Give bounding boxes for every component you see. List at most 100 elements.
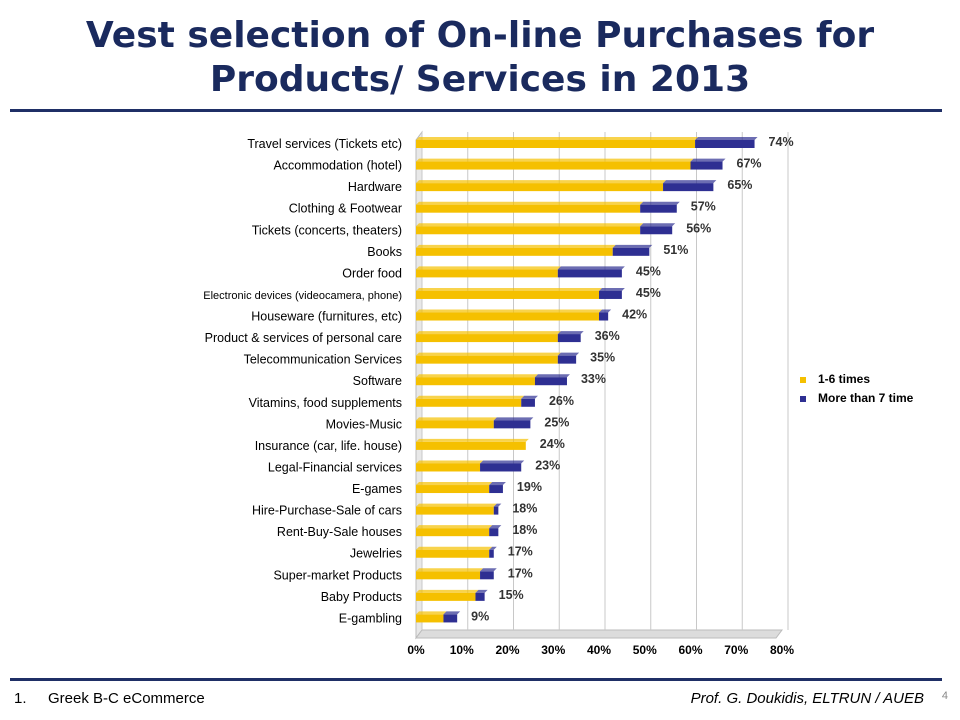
- bar-segment-more-than-7: [557, 334, 581, 343]
- bar-segment-more-than-7: [475, 592, 485, 601]
- bar-top-face: [416, 374, 538, 378]
- bar-top-face: [480, 460, 525, 464]
- bar-segment-more-than-7: [534, 377, 567, 386]
- category-label: Books: [367, 245, 402, 259]
- data-label: 45%: [636, 286, 661, 300]
- bar-top-face: [493, 503, 502, 507]
- bar-segment-more-than-7: [489, 549, 494, 558]
- category-label: Vitamins, food supplements: [249, 396, 402, 410]
- bar-top-face: [534, 374, 570, 378]
- data-label: 17%: [508, 545, 533, 559]
- data-label: 25%: [544, 415, 569, 429]
- title-line-2: Products/ Services in 2013: [209, 59, 751, 100]
- bar-top-face: [416, 244, 616, 248]
- bar-segment-more-than-7: [640, 226, 673, 235]
- category-label: E-gambling: [339, 611, 402, 625]
- bar-segment-1-6-times: [416, 183, 664, 192]
- bar-segment-more-than-7: [489, 528, 499, 537]
- bar-segment-more-than-7: [690, 161, 723, 170]
- category-label: Electronic devices (videocamera, phone): [203, 290, 402, 302]
- data-label: 35%: [590, 351, 615, 365]
- category-label: Movies-Music: [326, 417, 402, 431]
- bar-top-face: [599, 309, 612, 313]
- x-tick-label: 0%: [407, 643, 425, 657]
- x-tick-label: 60%: [678, 643, 702, 657]
- bar-top-face: [416, 309, 602, 313]
- bar-segment-more-than-7: [493, 506, 499, 515]
- x-tick-label: 30%: [541, 643, 565, 657]
- bar-top-face: [416, 223, 644, 227]
- bar-segment-more-than-7: [557, 269, 622, 278]
- bar-top-face: [640, 201, 680, 205]
- bar-top-face: [557, 266, 625, 270]
- bar-segment-1-6-times: [416, 226, 641, 235]
- category-label: Jewelries: [350, 547, 402, 561]
- data-label: 18%: [512, 523, 537, 537]
- bar-segment-more-than-7: [521, 398, 535, 407]
- data-label: 15%: [499, 588, 524, 602]
- legend-item-more-than-7: More than 7 time: [800, 391, 913, 405]
- bottom-divider: [10, 678, 942, 681]
- legend-label: More than 7 time: [818, 391, 914, 405]
- bar-top-face: [416, 352, 561, 356]
- category-label: Travel services (Tickets etc): [247, 137, 402, 151]
- bar-top-face: [663, 180, 717, 184]
- bar-top-face: [416, 546, 493, 550]
- bar-segment-1-6-times: [416, 377, 535, 386]
- bar-top-face: [480, 568, 497, 572]
- bar-top-face: [416, 438, 529, 442]
- data-label: 45%: [636, 264, 661, 278]
- bar-segment-1-6-times: [416, 204, 641, 213]
- bar-top-face: [416, 395, 525, 399]
- bar-segment-1-6-times: [416, 355, 558, 364]
- data-label: 17%: [508, 566, 533, 580]
- category-label: Houseware (furnitures, etc): [251, 310, 402, 324]
- bar-segment-1-6-times: [416, 398, 522, 407]
- legend-item-1-6-times: 1-6 times: [800, 372, 870, 386]
- x-tick-label: 50%: [633, 643, 657, 657]
- slide-title: Vest selection of On-line Purchases for …: [0, 14, 960, 102]
- bar-segment-more-than-7: [695, 140, 755, 148]
- bar-segment-1-6-times: [416, 290, 599, 299]
- bar-segment-1-6-times: [416, 528, 490, 537]
- data-label: 57%: [691, 200, 716, 214]
- bar-segment-more-than-7: [599, 290, 622, 299]
- bar-top-face: [489, 525, 502, 529]
- legend-swatch-blue: [800, 395, 806, 402]
- bar-top-face: [489, 482, 506, 486]
- bar-segment-more-than-7: [480, 463, 522, 472]
- category-label: Hire-Purchase-Sale of cars: [252, 504, 402, 518]
- bar-segment-more-than-7: [493, 420, 531, 429]
- bar-top-face: [695, 137, 758, 140]
- x-tick-label: 80%: [770, 643, 794, 657]
- bar-segment-1-6-times: [416, 312, 599, 321]
- x-tick-label: 20%: [495, 643, 519, 657]
- category-label: Super-market Products: [273, 568, 402, 582]
- bar-top-face: [416, 266, 561, 270]
- bar-segment-more-than-7: [640, 204, 677, 213]
- bar-segment-1-6-times: [416, 441, 526, 450]
- bar-top-face: [416, 460, 484, 464]
- data-label: 26%: [549, 394, 574, 408]
- stacked-bar-chart: 0% 10% 20% 30% 40% 50% 60% 70% 80% Travel service…: [203, 130, 794, 657]
- bar-top-face: [416, 503, 497, 507]
- data-label: 67%: [737, 157, 762, 171]
- bar-top-face: [521, 395, 538, 399]
- bar-top-face: [599, 287, 625, 291]
- title-line-1: Vest selection of On-line Purchases for: [85, 15, 875, 56]
- bar-top-face: [489, 546, 497, 550]
- bar-top-face: [416, 180, 667, 184]
- category-label: Baby Products: [321, 590, 402, 604]
- category-label: Accommodation (hotel): [273, 159, 402, 173]
- bar-segment-1-6-times: [416, 549, 490, 558]
- data-label: 23%: [535, 458, 560, 472]
- data-label: 65%: [727, 178, 752, 192]
- bar-top-face: [443, 611, 461, 615]
- bar-top-face: [416, 201, 644, 205]
- bar-top-face: [690, 158, 726, 162]
- bar-segment-1-6-times: [416, 247, 613, 256]
- category-label: Rent-Buy-Sale houses: [277, 525, 402, 539]
- top-divider: [10, 109, 942, 112]
- data-label: 56%: [686, 221, 711, 235]
- footer-number: 1.: [14, 690, 27, 707]
